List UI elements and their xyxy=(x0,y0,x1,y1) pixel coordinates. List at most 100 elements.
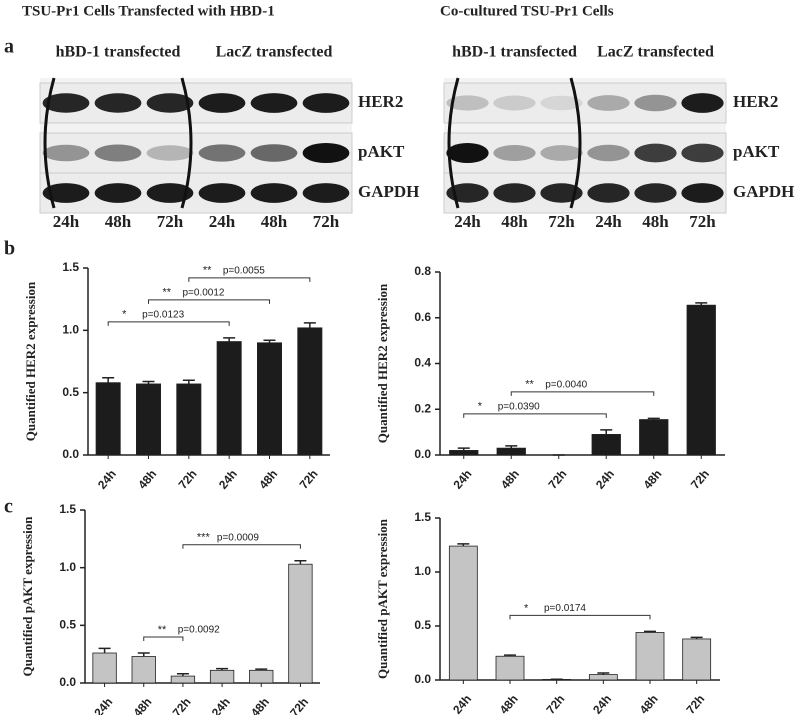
protein-label: GAPDH xyxy=(733,182,794,201)
bar xyxy=(635,632,665,681)
y-tick-label: 0.5 xyxy=(62,385,79,399)
time-label: 72h xyxy=(313,212,340,231)
protein-label: GAPDH xyxy=(358,182,419,201)
panel-label: b xyxy=(4,238,15,260)
group-label: LacZ transfected xyxy=(216,44,333,61)
blot-band xyxy=(540,145,583,161)
error-bar xyxy=(223,337,236,342)
time-label: 48h xyxy=(261,212,288,231)
blot-band xyxy=(94,183,142,203)
y-tick-label: 1.5 xyxy=(62,260,79,274)
p-value: p=0.0055 xyxy=(223,265,265,276)
blot-band xyxy=(587,95,630,111)
error-bar xyxy=(216,667,229,671)
x-tick-label: 72h xyxy=(683,692,707,715)
y-axis-label: Quantified pAKT expression xyxy=(375,518,390,679)
significance-stars: * xyxy=(524,602,529,614)
error-bar xyxy=(600,429,613,435)
error-bar xyxy=(303,322,316,328)
blot-title: Co-cultured TSU-Pr1 Cells xyxy=(440,3,614,19)
significance-bracket xyxy=(182,544,301,549)
y-axis-label: Quantified pAKT expression xyxy=(20,516,35,677)
y-axis-label: Quantified HER2 expression xyxy=(375,283,390,443)
blot-band xyxy=(250,183,298,203)
y-tick-label: 1.0 xyxy=(414,564,431,578)
error-bar xyxy=(690,636,703,639)
time-label: 72h xyxy=(689,212,716,231)
significance-bracket xyxy=(148,299,270,304)
blot-band xyxy=(250,144,298,162)
significance-bracket xyxy=(188,277,311,282)
error-bar xyxy=(457,447,470,451)
y-tick-label: 0.6 xyxy=(414,310,431,324)
blot-strip xyxy=(39,172,353,214)
p-value: p=0.0174 xyxy=(544,603,586,614)
significance-stars: ** xyxy=(525,379,534,391)
blot-band xyxy=(302,183,350,203)
group-label: LacZ transfected xyxy=(597,44,714,61)
y-tick-label: 0.5 xyxy=(414,618,431,632)
significance-bracket xyxy=(143,636,184,642)
blot-band xyxy=(540,95,583,111)
x-tick-label: 24h xyxy=(91,695,115,715)
blot-band xyxy=(146,93,194,113)
x-tick-label: 24h xyxy=(450,692,474,715)
blot-band xyxy=(681,183,724,203)
x-tick-label: 24h xyxy=(216,467,240,492)
blot-band xyxy=(42,93,90,113)
error-bar xyxy=(263,339,276,343)
x-tick-label: 48h xyxy=(248,695,272,715)
bracket xyxy=(43,77,56,209)
error-bar xyxy=(644,630,656,633)
x-tick-label: 72h xyxy=(297,467,321,492)
error-bar xyxy=(457,543,470,547)
y-tick-label: 0.4 xyxy=(414,356,431,370)
bar xyxy=(256,342,282,456)
x-tick-label: 48h xyxy=(637,692,661,715)
x-tick-label: 72h xyxy=(287,695,311,715)
blot-band xyxy=(493,95,536,111)
significance-stars: ** xyxy=(163,287,172,299)
blot-band xyxy=(250,93,298,113)
bar xyxy=(495,655,525,681)
x-tick-label: 48h xyxy=(498,467,522,492)
blot-band xyxy=(42,183,90,203)
y-axis-label: Quantified HER2 expression xyxy=(23,281,38,441)
blot-band xyxy=(42,144,90,162)
bar xyxy=(216,341,242,456)
error-bar xyxy=(98,647,111,654)
bracket xyxy=(447,77,460,209)
x-tick-label: 24h xyxy=(593,467,617,492)
bar xyxy=(249,669,274,684)
time-label: 24h xyxy=(209,212,236,231)
blot-title: TSU-Pr1 Cells Transfected with HBD-1 xyxy=(22,3,275,19)
time-label: 24h xyxy=(595,212,622,231)
x-tick-label: 72h xyxy=(170,695,194,715)
x-tick-label: 72h xyxy=(176,467,200,492)
protein-label: HER2 xyxy=(733,92,778,111)
bracket xyxy=(569,77,582,209)
blot-band xyxy=(634,143,677,163)
bar xyxy=(288,563,313,684)
significance-stars: ** xyxy=(158,624,167,636)
bar xyxy=(95,382,121,456)
blot-band xyxy=(446,95,489,111)
x-tick-label: 48h xyxy=(135,467,159,492)
blot-strip xyxy=(39,82,353,124)
blot-band xyxy=(587,144,630,162)
time-label: 24h xyxy=(454,212,481,231)
protein-label: pAKT xyxy=(733,142,780,161)
blot-band xyxy=(493,183,536,203)
significance-bracket xyxy=(107,321,230,326)
blot-band xyxy=(634,183,677,203)
blot-band xyxy=(146,183,194,203)
bar xyxy=(448,545,478,681)
bar xyxy=(588,674,618,681)
blot-band xyxy=(493,144,536,162)
group-label: hBD-1 transfected xyxy=(56,44,181,61)
x-tick-label: 24h xyxy=(590,692,614,715)
bar xyxy=(639,419,669,456)
blot-band xyxy=(302,93,350,113)
x-tick-label: 24h xyxy=(209,695,233,715)
